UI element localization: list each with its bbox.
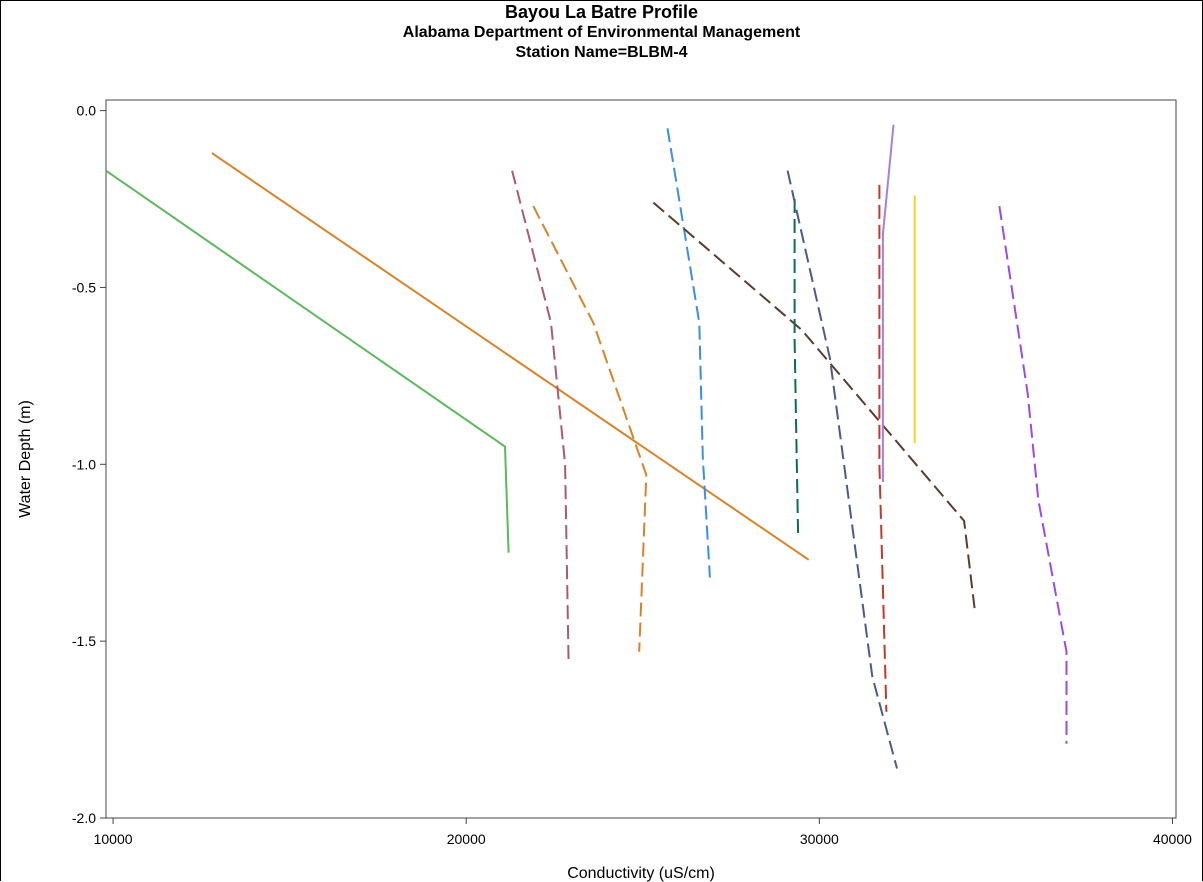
chart-subtitle: Alabama Department of Environmental Mana… [402, 24, 801, 41]
series-line-8 [786, 170, 898, 769]
series-line-9 [878, 184, 888, 712]
plot-area [105, 99, 1177, 819]
series-line-12 [998, 205, 1068, 744]
y-axis-label: Water Depth (m) [17, 400, 34, 518]
axes-layer: 10000 20000 30000 40000 0.0 -0.5 -1.0 -1.5 -2.0 [72, 103, 1192, 847]
series-line-3 [511, 170, 570, 663]
y-tick-label: -2.0 [72, 810, 96, 826]
series-line-1 [105, 169, 510, 553]
x-tick-label: 10000 [94, 831, 133, 847]
y-tick-label: -1.0 [72, 456, 96, 472]
y-tick-label: -0.5 [72, 279, 96, 295]
series-line-4 [532, 205, 648, 652]
series-layer [105, 124, 1068, 769]
series-line-7 [793, 199, 800, 536]
chart-title: Bayou La Batre Profile [504, 2, 699, 22]
station-name: Station Name=BLBM-4 [515, 44, 688, 61]
series-line-5 [666, 128, 711, 578]
series-line-10 [881, 124, 895, 482]
y-tick-label: 0.0 [77, 103, 97, 119]
x-axis-label: Conductivity (uS/cm) [567, 865, 715, 882]
series-line-2 [211, 152, 810, 561]
plot-border [105, 99, 1177, 819]
x-tick-label: 20000 [447, 831, 486, 847]
y-tick-label: -1.5 [72, 633, 96, 649]
x-tick-label: 40000 [1153, 831, 1192, 847]
x-tick-label: 30000 [800, 831, 839, 847]
